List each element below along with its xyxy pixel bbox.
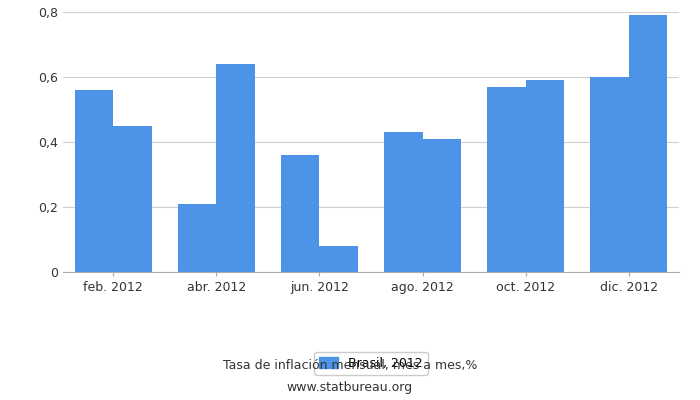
- Legend: Brasil, 2012: Brasil, 2012: [314, 352, 428, 375]
- Bar: [113, 126, 152, 272]
- Bar: [178, 204, 216, 272]
- Bar: [384, 132, 423, 272]
- Bar: [629, 15, 667, 272]
- Text: www.statbureau.org: www.statbureau.org: [287, 382, 413, 394]
- Bar: [319, 246, 358, 272]
- Bar: [487, 87, 526, 272]
- Bar: [75, 90, 113, 272]
- Bar: [281, 155, 319, 272]
- Bar: [590, 77, 629, 272]
- Bar: [423, 139, 461, 272]
- Bar: [526, 80, 564, 272]
- Bar: [216, 64, 255, 272]
- Text: Tasa de inflación mensual, mes a mes,%: Tasa de inflación mensual, mes a mes,%: [223, 360, 477, 372]
